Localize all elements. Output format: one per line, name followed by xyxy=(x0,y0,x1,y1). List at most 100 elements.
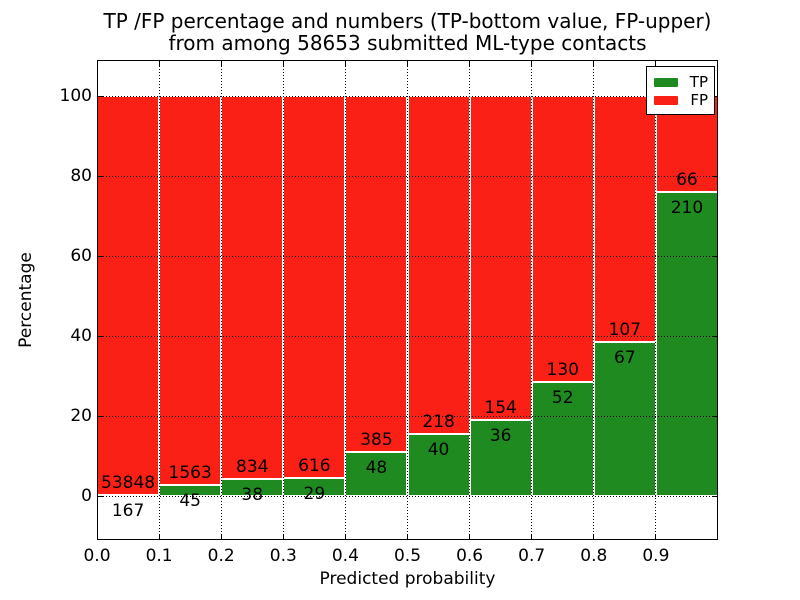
grid-line-horizontal xyxy=(97,175,718,177)
x-tick-mark xyxy=(344,61,346,66)
y-tick-mark xyxy=(98,415,103,417)
legend-item-fp: FP xyxy=(654,91,708,109)
x-tick-mark xyxy=(282,534,284,539)
x-tick-mark xyxy=(716,61,718,66)
chart-title-line1: TP /FP percentage and numbers (TP-bottom… xyxy=(103,9,712,33)
bar-segment-fp xyxy=(283,96,346,478)
fp-count-label: 616 xyxy=(298,456,331,476)
bar-segment-tp xyxy=(655,191,718,496)
y-tick-mark xyxy=(98,95,103,97)
x-tick-label: 0.9 xyxy=(642,546,670,566)
x-tick-label: 0.5 xyxy=(393,546,422,566)
bar-segment-fp xyxy=(593,96,656,342)
tp-count-label: 29 xyxy=(303,484,326,504)
x-tick-label: 0.3 xyxy=(269,546,297,566)
y-tick-label: 40 xyxy=(70,326,92,346)
x-tick-mark xyxy=(282,61,284,66)
y-tick-mark xyxy=(712,175,717,177)
bar-segment-tp xyxy=(531,381,594,496)
grid-line-vertical xyxy=(220,60,222,540)
x-tick-label: 0.0 xyxy=(83,546,111,566)
y-tick-label: 80 xyxy=(70,166,92,186)
bar-segment-fp xyxy=(97,96,160,495)
x-tick-mark xyxy=(96,534,98,539)
x-tick-mark xyxy=(407,534,408,539)
y-tick-mark xyxy=(712,255,717,257)
legend-item-tp: TP xyxy=(654,73,708,91)
chart-title-line2: from among 58653 submitted ML-type conta… xyxy=(168,31,647,55)
x-tick-mark xyxy=(716,534,718,539)
x-tick-label: 0.1 xyxy=(145,546,173,566)
bar-segment-fp xyxy=(407,96,470,434)
tp-count-label: 45 xyxy=(179,490,201,511)
bar-segment-tp xyxy=(283,478,346,496)
y-tick-mark xyxy=(98,255,103,257)
x-tick-label: 0.7 xyxy=(518,546,546,566)
x-tick-mark xyxy=(655,61,657,66)
y-tick-label: 60 xyxy=(70,246,92,266)
x-tick-mark xyxy=(593,534,595,539)
grid-line-horizontal xyxy=(97,255,718,257)
tp-count-label: 48 xyxy=(365,457,388,478)
bar-segment-tp xyxy=(469,420,532,496)
tp-count-label: 36 xyxy=(489,426,512,447)
x-tick-mark xyxy=(158,534,160,539)
fp-count-label: 130 xyxy=(546,359,579,380)
tp-swatch xyxy=(654,77,678,87)
bar-segment-tp xyxy=(407,433,470,496)
x-tick-label: 0.4 xyxy=(331,546,359,566)
tp-count-label: 38 xyxy=(241,484,264,505)
grid-line-horizontal xyxy=(97,495,718,497)
fp-count-label: 218 xyxy=(422,411,455,432)
y-tick-label: 20 xyxy=(70,406,92,426)
y-tick-mark xyxy=(712,335,717,337)
fp-count-label: 154 xyxy=(484,398,517,419)
fp-count-label: 385 xyxy=(360,429,393,450)
x-axis-label: Predicted probability xyxy=(319,569,496,589)
y-tick-mark xyxy=(98,495,103,497)
x-tick-label: 0.2 xyxy=(207,546,235,566)
tp-count-label: 167 xyxy=(111,500,145,521)
tp-count-label: 67 xyxy=(614,347,636,368)
bar-segment-fp xyxy=(345,96,408,452)
y-tick-mark xyxy=(712,415,717,417)
fp-count-label: 1563 xyxy=(168,462,212,483)
grid-line-vertical xyxy=(407,60,408,540)
y-tick-label: 100 xyxy=(59,86,92,106)
x-tick-mark xyxy=(655,534,657,539)
fp-count-label: 834 xyxy=(236,456,269,477)
grid-line-horizontal xyxy=(97,415,718,417)
tp-count-label: 210 xyxy=(670,197,704,218)
x-tick-mark xyxy=(220,534,222,539)
grid-line-vertical xyxy=(344,60,346,540)
y-tick-mark xyxy=(712,495,717,497)
fp-swatch xyxy=(654,95,679,105)
x-tick-mark xyxy=(158,61,160,66)
grid-line-vertical xyxy=(531,60,533,540)
x-tick-mark xyxy=(344,534,346,539)
y-tick-mark xyxy=(98,175,103,177)
tp-count-label: 40 xyxy=(427,439,450,460)
x-tick-mark xyxy=(469,61,471,66)
x-tick-mark xyxy=(531,534,533,539)
bar-segment-tp xyxy=(221,478,284,496)
x-tick-label: 0.6 xyxy=(456,546,484,566)
legend: TP FP xyxy=(646,66,715,115)
grid-line-horizontal xyxy=(97,335,718,337)
plot-area: 53848 167 1563 45 834 38 616 29 385 48 218 40 154 36 1… xyxy=(96,60,718,540)
grid-line-vertical xyxy=(593,60,595,540)
grid-line-vertical xyxy=(655,60,657,540)
grid-line-vertical xyxy=(158,60,160,540)
y-tick-label: 0 xyxy=(81,486,92,506)
x-tick-mark xyxy=(531,61,533,66)
fp-count-label: 66 xyxy=(676,169,698,190)
legend-label-tp: TP xyxy=(689,73,708,91)
bar-segment-fp xyxy=(469,96,532,421)
fp-count-label: 107 xyxy=(608,319,642,340)
grid-line-vertical xyxy=(469,60,471,540)
x-tick-mark xyxy=(96,61,98,66)
legend-label-fp: FP xyxy=(690,91,708,109)
chart-title: TP /FP percentage and numbers (TP-bottom… xyxy=(97,10,718,54)
bar-segment-fp xyxy=(221,96,284,479)
tp-count-label: 52 xyxy=(551,387,574,408)
